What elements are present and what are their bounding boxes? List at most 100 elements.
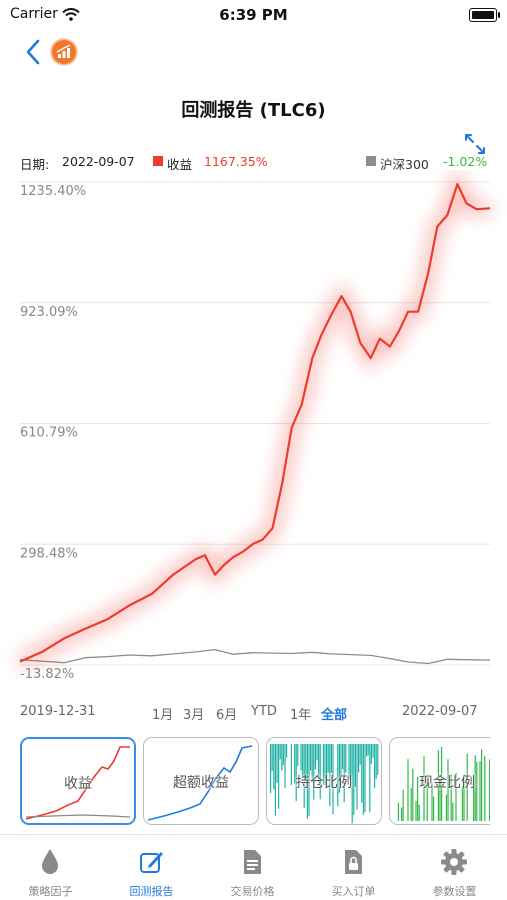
range-1y[interactable]: 1年 <box>290 708 312 723</box>
sparkline-bar <box>375 744 377 779</box>
sparkline-bar <box>484 755 486 821</box>
date-label: 日期: <box>20 157 50 172</box>
sparkline-bar <box>474 755 476 821</box>
sparkline-bar <box>282 744 284 766</box>
sparkline-bar <box>319 744 321 800</box>
benchmark-swatch <box>366 156 376 166</box>
range-all[interactable]: 全部 <box>321 708 348 723</box>
sparkline-bar <box>274 744 276 816</box>
sparkline-bar <box>302 744 304 778</box>
sparkline-bar <box>481 749 483 821</box>
clock: 6:39 PM <box>219 6 288 24</box>
sparkline-bar <box>345 744 347 773</box>
range-selector: 2019-12-31 1月 3月 6月 YTD 1年 全部 2022-09-07 <box>0 704 507 724</box>
sparkline-bar <box>330 744 332 773</box>
return-sparkline <box>25 746 131 820</box>
thumbnail-excess-return[interactable]: 超额收益 <box>143 737 259 825</box>
sparkline-bar <box>452 802 454 821</box>
return-series-line <box>19 183 491 663</box>
sparkline-bar <box>354 744 356 787</box>
sparkline-bar <box>402 789 404 821</box>
sparkline-bar <box>318 744 320 783</box>
tab-label: 交易价格 <box>230 885 275 898</box>
sparkline-bar <box>337 744 339 807</box>
sparkline-bar <box>340 744 342 777</box>
sparkline-bar <box>372 744 374 758</box>
sparkline-bar <box>366 744 368 757</box>
drop-icon <box>42 849 58 874</box>
sparkline-bar <box>437 750 439 821</box>
sparkline-bar <box>273 744 275 790</box>
carrier-label: Carrier <box>10 6 58 22</box>
cash-ratio-sparkline <box>397 746 490 821</box>
tab-buy-orders[interactable]: 买入订单 <box>303 835 404 900</box>
sparkline-bar <box>324 744 326 785</box>
gear-icon <box>441 849 467 875</box>
sparkline-bar <box>466 753 468 821</box>
lock-document-icon <box>345 850 362 874</box>
tab-label: 买入订单 <box>331 885 376 898</box>
sparkline-bar <box>353 744 355 816</box>
tab-backtest-report[interactable]: 回测报告 <box>101 835 202 900</box>
sparkline-bar <box>439 787 441 821</box>
sparkline-bar <box>377 744 379 775</box>
thumbnail-cash-ratio[interactable]: 现金比例 <box>389 737 490 825</box>
sparkline-bar <box>281 744 283 771</box>
sparkline-bar <box>311 744 313 783</box>
range-6m[interactable]: 6月 <box>216 708 238 723</box>
sparkline-bar <box>305 744 307 779</box>
return-swatch <box>153 156 163 166</box>
sparkline-bar <box>295 744 297 802</box>
sparkline-bar <box>463 774 465 821</box>
sparkline-bar <box>473 777 475 821</box>
sparkline-bar <box>308 744 310 816</box>
thumbnail-label: 现金比例 <box>419 775 475 791</box>
sparkline-bar <box>364 744 366 813</box>
sparkline-bar <box>286 744 288 758</box>
tab-parameter-settings[interactable]: 参数设置 <box>404 835 505 900</box>
sparkline-bar <box>401 807 403 821</box>
thumbnail-return[interactable]: 收益 <box>20 737 136 825</box>
sparkline-bar <box>397 802 399 821</box>
sparkline-bar <box>303 744 305 809</box>
sparkline-bar <box>358 744 360 773</box>
fullscreen-button[interactable] <box>463 132 487 156</box>
y-tick-label: 923.09% <box>20 305 78 320</box>
sparkline-bar <box>271 744 273 772</box>
date-value: 2022-09-07 <box>62 154 135 169</box>
sparkline-bar <box>316 744 318 761</box>
range-3m[interactable]: 3月 <box>183 708 205 723</box>
sparkline-bar <box>362 744 364 815</box>
sparkline-bar <box>367 744 369 756</box>
back-button[interactable] <box>22 38 46 66</box>
range-1m[interactable]: 1月 <box>152 708 174 723</box>
sparkline-bar <box>476 761 478 821</box>
thumbnail-position-ratio[interactable]: 持仓比例 <box>266 737 382 825</box>
sparkline-bar <box>350 744 352 785</box>
tabbar-divider <box>0 834 507 835</box>
sparkline-bar <box>329 744 331 807</box>
sparkline-bar <box>332 744 334 815</box>
chevron-left-icon <box>26 39 40 65</box>
backtest-chart[interactable]: 1235.40% 923.09% 610.79% 298.48% -13.82% <box>0 170 507 690</box>
tab-strategy-factor[interactable]: 策略因子 <box>0 835 101 900</box>
sparkline-bar <box>461 786 463 821</box>
sparkline-bar <box>447 759 449 821</box>
thumbnail-label: 超额收益 <box>173 775 229 791</box>
benchmark-series-line <box>19 648 491 665</box>
chart-legend: 日期: 2022-09-07 收益 1167.35% 沪深300 -1.02% <box>20 154 490 172</box>
sparkline-bar <box>455 772 457 821</box>
range-start-date: 2019-12-31 <box>20 704 96 719</box>
sparkline-bar <box>306 744 308 819</box>
excess-return-sparkline <box>147 745 253 821</box>
sparkline-bar <box>338 744 340 793</box>
sparkline-bar <box>351 744 353 824</box>
sparkline-bar <box>327 744 329 773</box>
range-ytd[interactable]: YTD <box>251 704 277 719</box>
y-tick-label: 1235.40% <box>20 184 86 199</box>
y-tick-label: 610.79% <box>20 426 78 441</box>
tab-trade-price[interactable]: 交易价格 <box>202 835 303 900</box>
metric-thumbnails: 收益 超额收益 持仓比例 现金比例 <box>20 737 490 827</box>
y-tick-label: 298.48% <box>20 546 78 561</box>
range-end-date: 2022-09-07 <box>402 704 478 719</box>
